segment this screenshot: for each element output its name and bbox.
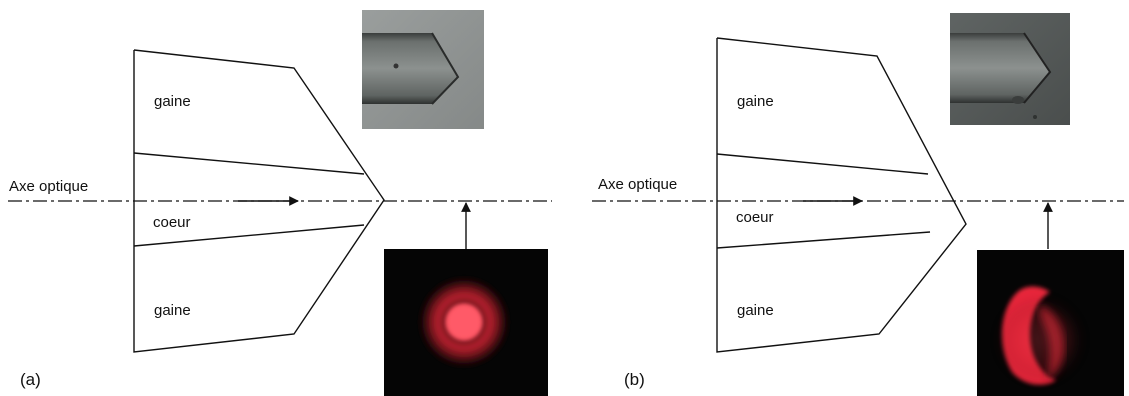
fiber-tip-photo-b bbox=[950, 13, 1070, 125]
core-label-a: coeur bbox=[153, 214, 191, 231]
cladding-bottom-label-a: gaine bbox=[154, 302, 191, 319]
cladding-top-label-b: gaine bbox=[737, 93, 774, 110]
core-label-b: coeur bbox=[736, 209, 774, 226]
axis-label-a: Axe optique bbox=[9, 178, 88, 195]
cladding-top-label-a: gaine bbox=[154, 93, 191, 110]
fiber-tip-photo-a bbox=[362, 10, 484, 129]
panel-label-a: (a) bbox=[20, 370, 41, 389]
beam-profile-a bbox=[384, 249, 548, 396]
panel-a: Axe optique gaine coeur gaine (a) bbox=[8, 10, 552, 396]
panel-label-b: (b) bbox=[624, 370, 645, 389]
fiber-outline-a bbox=[133, 49, 385, 353]
fiber-outline-b bbox=[716, 37, 967, 353]
cladding-bottom-label-b: gaine bbox=[737, 302, 774, 319]
axis-label-b: Axe optique bbox=[598, 176, 677, 193]
beam-profile-b bbox=[977, 250, 1124, 396]
panel-b: Axe optique gaine coeur gaine (b) bbox=[592, 13, 1124, 396]
